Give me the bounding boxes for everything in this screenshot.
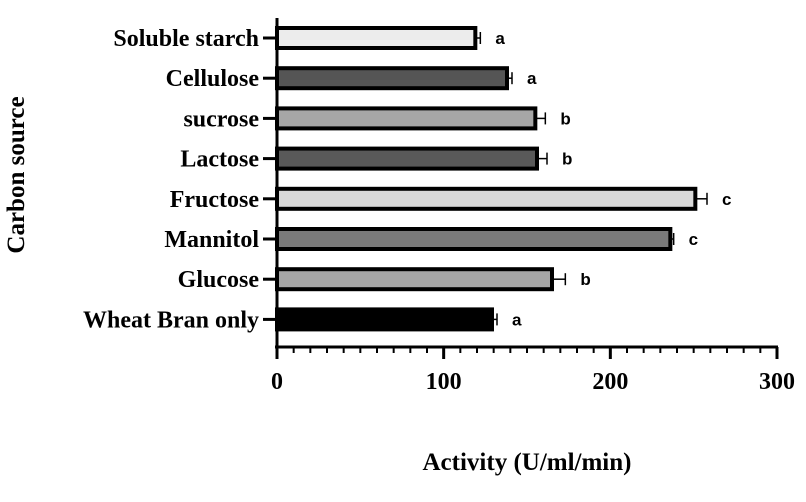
bars-layer (275, 26, 698, 332)
category-label: Mannitol (164, 227, 259, 253)
significance-label: b (580, 270, 590, 289)
significance-label: a (527, 69, 537, 88)
significance-label: b (562, 150, 572, 169)
bar (275, 267, 554, 292)
bar (275, 66, 509, 91)
axes (263, 18, 779, 359)
error-bar (507, 72, 513, 85)
category-label: Soluble starch (113, 26, 259, 52)
category-label: Lactose (180, 147, 259, 173)
category-label: Glucose (178, 267, 260, 293)
y-axis-title: Carbon source (3, 96, 30, 253)
error-bar (670, 233, 675, 245)
error-bar (537, 152, 548, 165)
bar (275, 186, 698, 211)
x-tick-label: 300 (759, 369, 795, 395)
error-bar (552, 273, 567, 286)
x-tick-label: 0 (271, 369, 283, 395)
x-tick-label: 100 (426, 369, 462, 395)
significance-label: c (722, 190, 731, 209)
bar (275, 307, 494, 332)
error-bar (695, 192, 708, 205)
bar (275, 106, 538, 131)
category-labels-layer: Soluble starch Cellulose sucrose Lactose Fru… (83, 26, 259, 333)
error-bar (475, 32, 482, 44)
category-label: sucrose (183, 106, 259, 132)
category-label: Cellulose (166, 66, 260, 92)
x-axis-title: Activity (U/ml/min) (423, 449, 632, 476)
bar (275, 227, 673, 251)
significance-label: b (560, 109, 570, 128)
significance-label: c (689, 230, 698, 249)
category-label: Fructose (170, 187, 260, 213)
x-tick-label: 200 (592, 369, 628, 395)
category-label: Wheat Bran only (83, 307, 259, 333)
significance-labels-layer: a a b b c c b a (495, 29, 731, 329)
x-tick-labels-layer: 0 100 200 300 (271, 369, 795, 395)
bar (275, 26, 478, 50)
error-bar (535, 112, 547, 125)
error-bars-layer (475, 32, 708, 326)
significance-label: a (512, 310, 522, 329)
error-bar (492, 313, 498, 326)
bar (275, 146, 539, 171)
significance-label: a (495, 29, 505, 48)
